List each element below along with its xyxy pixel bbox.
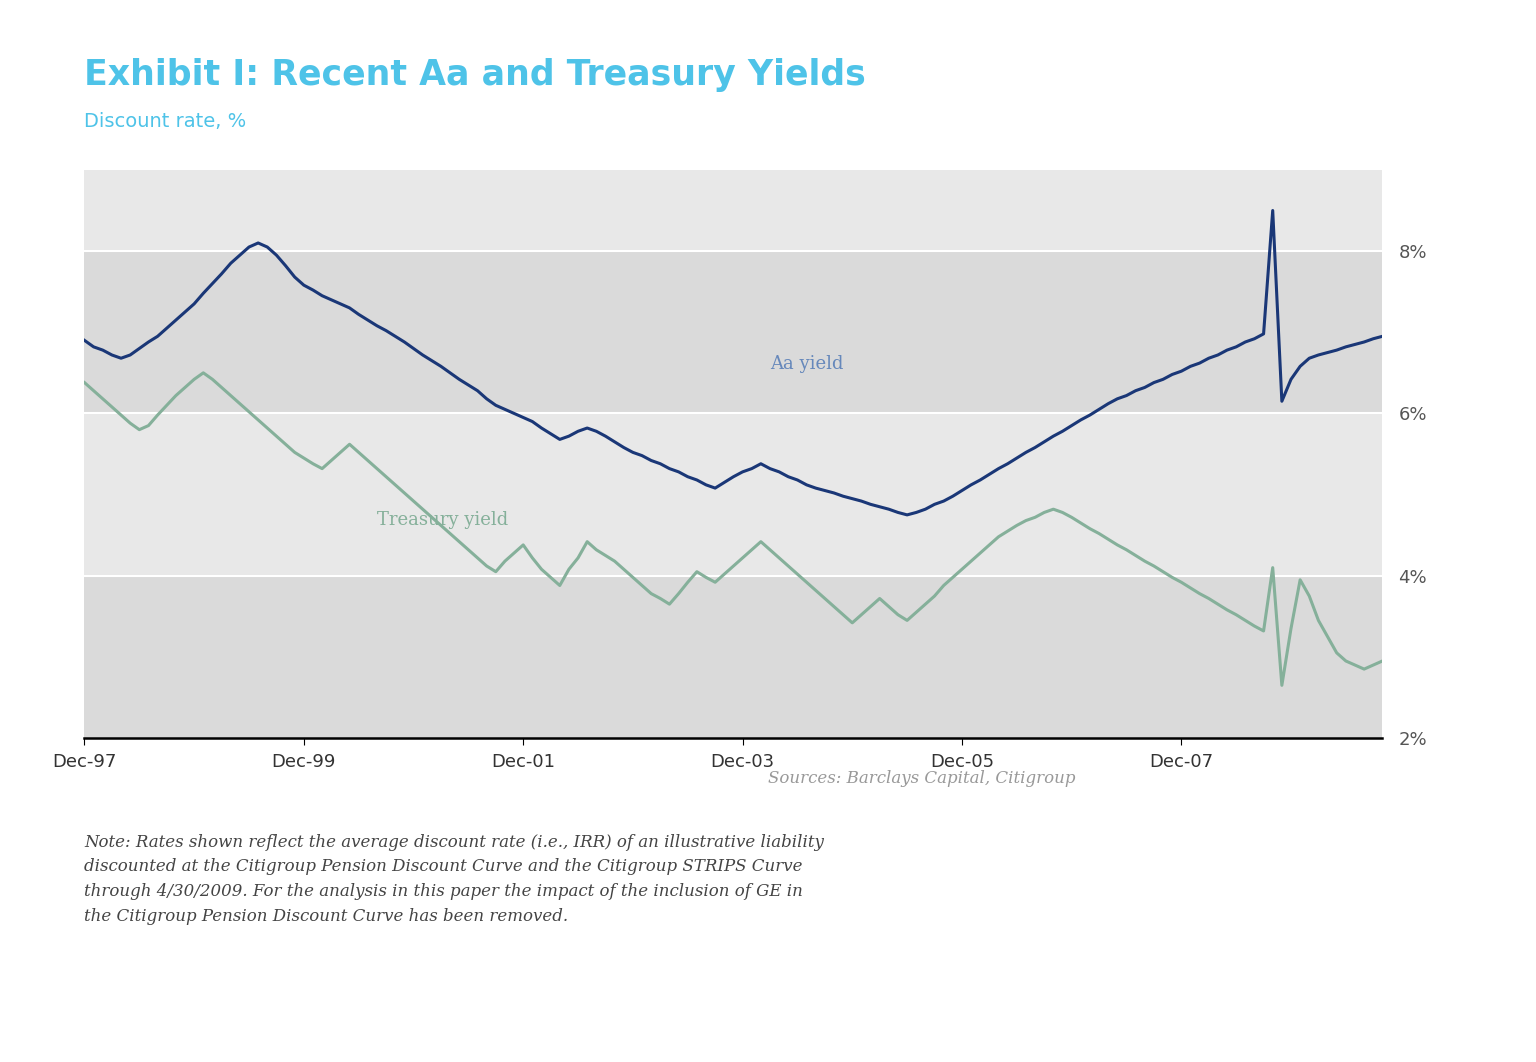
Text: Exhibit I: Recent Aa and Treasury Yields: Exhibit I: Recent Aa and Treasury Yields — [84, 58, 866, 92]
Bar — [84, 251, 1382, 413]
Bar — [84, 413, 1382, 576]
Bar — [84, 576, 1382, 738]
Text: Sources: Barclays Capital, Citigroup: Sources: Barclays Capital, Citigroup — [768, 770, 1075, 787]
Text: Aa yield: Aa yield — [770, 355, 843, 373]
Text: Treasury yield: Treasury yield — [376, 512, 508, 530]
Text: Discount rate, %: Discount rate, % — [84, 112, 247, 131]
Text: Note: Rates shown reflect the average discount rate (i.e., IRR) of an illustrati: Note: Rates shown reflect the average di… — [84, 834, 825, 925]
Bar — [84, 170, 1382, 251]
